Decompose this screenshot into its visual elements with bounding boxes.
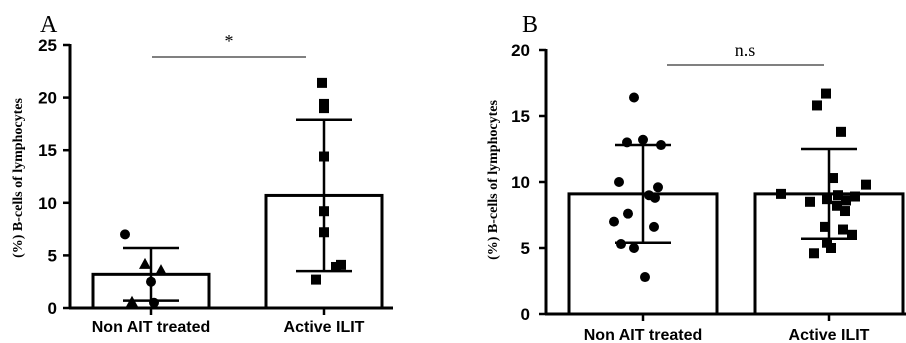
- data-point-b-circle-11: [616, 239, 626, 250]
- y-tick-label-b-1: 5: [521, 239, 530, 258]
- y-tick-label-a-0: 0: [48, 299, 57, 318]
- data-point-b-square-1: [812, 100, 822, 111]
- category-label-a-0: Non AIT treated: [92, 319, 211, 336]
- data-point-b-circle-7: [650, 192, 660, 203]
- data-point-a-square-2: [319, 103, 329, 114]
- panel-label-b: B: [522, 12, 538, 38]
- y-tick-label-b-3: 15: [511, 107, 530, 126]
- data-point-a-triangle-1: [155, 264, 167, 276]
- y-tick-label-a-4: 20: [38, 89, 57, 108]
- data-point-a-square-8: [311, 274, 321, 285]
- category-label-a-1: Active ILIT: [284, 319, 365, 336]
- y-tick-label-a-2: 10: [38, 194, 57, 213]
- data-point-b-circle-4: [614, 177, 624, 187]
- data-point-b-circle-1: [638, 134, 648, 145]
- data-point-b-circle-12: [629, 243, 639, 253]
- panel-label-a: A: [40, 12, 58, 38]
- data-point-b-square-10: [805, 196, 815, 207]
- data-point-a-triangle-0: [139, 257, 151, 269]
- y-tick-label-a-5: 25: [38, 36, 57, 55]
- data-point-b-circle-10: [649, 221, 659, 232]
- data-point-b-square-3: [828, 173, 838, 184]
- data-point-b-circle-5: [653, 182, 663, 193]
- y-tick-label-a-1: 5: [48, 246, 57, 265]
- y-tick-label-a-3: 15: [38, 141, 57, 160]
- y-tick-label-b-2: 10: [511, 173, 530, 192]
- data-point-b-square-4: [861, 179, 871, 190]
- data-point-b-square-15: [847, 229, 857, 240]
- data-point-b-square-18: [809, 248, 819, 259]
- category-label-b-0: Non AIT treated: [584, 327, 703, 343]
- data-point-b-square-0: [821, 88, 831, 99]
- data-point-a-circle-0: [120, 229, 130, 240]
- data-point-b-circle-9: [609, 216, 619, 227]
- data-point-b-square-13: [820, 221, 830, 232]
- chart-panel-a: A (%) B-cells of lymphocytes * Non AIT t…: [11, 12, 393, 336]
- data-point-b-square-8: [822, 194, 832, 205]
- data-point-b-square-14: [838, 224, 848, 235]
- data-point-a-square-7: [331, 261, 341, 272]
- data-point-a-square-0: [317, 77, 327, 88]
- category-label-b-1: Active ILIT: [789, 327, 870, 343]
- y-tick-label-b-0: 0: [521, 305, 530, 324]
- significance-label-a: *: [225, 31, 234, 51]
- data-point-b-square-11: [832, 200, 842, 211]
- y-axis-label-a: (%) B-cells of lymphocytes: [11, 98, 26, 258]
- data-point-b-square-6: [833, 190, 843, 201]
- data-point-b-square-16: [822, 237, 832, 248]
- data-point-b-square-5: [776, 188, 786, 199]
- data-point-b-square-2: [836, 126, 846, 137]
- y-axis-label-b: (%) B-cells of lymphocytes: [486, 100, 501, 260]
- data-point-b-square-12: [840, 206, 850, 217]
- significance-label-b: n.s: [735, 40, 756, 60]
- chart-panel-b: B (%) B-cells of lymphocytes n.s Non AIT…: [486, 12, 906, 343]
- data-point-b-circle-0: [629, 92, 639, 103]
- data-point-b-square-17: [826, 243, 836, 253]
- data-point-b-square-9: [841, 195, 851, 206]
- y-tick-label-b-4: 20: [511, 41, 530, 60]
- data-point-b-square-7: [850, 191, 860, 202]
- data-point-b-circle-13: [640, 272, 650, 283]
- data-point-b-circle-8: [623, 208, 633, 219]
